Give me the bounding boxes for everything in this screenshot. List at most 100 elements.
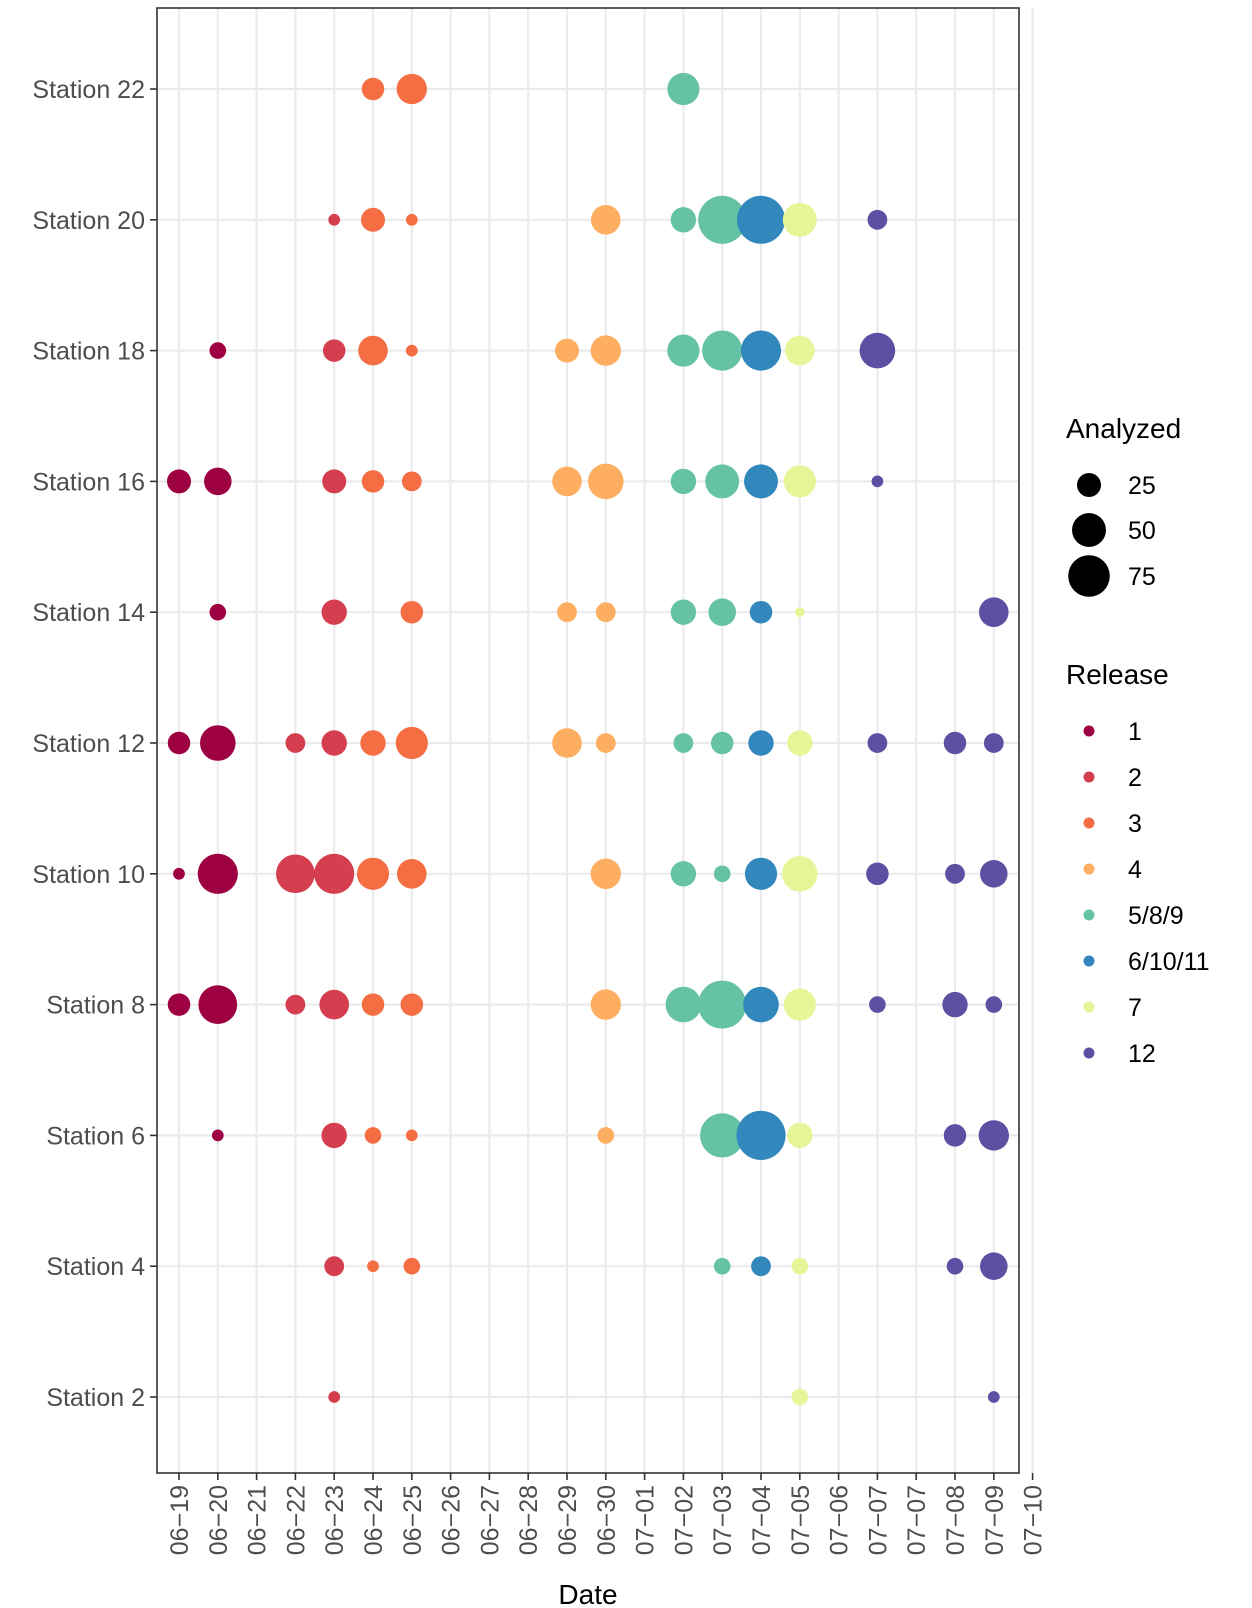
data-point	[209, 342, 227, 359]
size-legend-key	[1068, 555, 1110, 597]
y-tick-label: Station 2	[46, 1384, 145, 1412]
size-legend-label: 75	[1128, 563, 1156, 591]
data-point	[356, 857, 390, 890]
data-point	[405, 344, 418, 357]
data-point	[555, 338, 579, 363]
data-point	[405, 1129, 418, 1142]
release-legend-label: 7	[1128, 994, 1142, 1022]
x-tick-label: 07−01	[632, 1485, 660, 1555]
data-point	[859, 332, 896, 369]
data-point	[985, 996, 1003, 1013]
data-point	[698, 195, 747, 244]
data-point	[867, 733, 888, 753]
release-legend-key	[1083, 863, 1095, 875]
data-point	[395, 726, 428, 760]
release-legend-key	[1083, 725, 1095, 737]
data-point	[946, 1257, 964, 1275]
data-point	[945, 863, 965, 884]
x-tick-label: 06−29	[554, 1485, 582, 1555]
data-point	[744, 464, 778, 499]
data-point	[173, 867, 185, 880]
data-point	[667, 72, 700, 106]
size-legend-key	[1072, 513, 1106, 547]
x-tick-label: 06−28	[515, 1485, 543, 1555]
release-legend-label: 12	[1128, 1040, 1156, 1068]
data-point	[867, 209, 888, 230]
data-point	[361, 77, 385, 101]
data-point	[361, 207, 385, 232]
data-point	[167, 469, 191, 494]
data-point	[783, 988, 816, 1021]
x-tick-label: 07−10	[1020, 1485, 1048, 1555]
data-point	[401, 471, 422, 492]
data-point	[588, 463, 624, 500]
data-point	[167, 731, 191, 755]
data-point	[670, 207, 697, 233]
release-legend-label: 3	[1128, 810, 1142, 838]
points-layer	[167, 72, 1009, 1406]
data-point	[673, 733, 694, 753]
data-point	[403, 1257, 421, 1275]
size-legend-title: Analyzed	[1066, 413, 1181, 444]
release-legend-label: 5/8/9	[1128, 902, 1184, 930]
data-point	[670, 599, 697, 625]
data-point	[361, 470, 385, 493]
x-tick-label: 06−22	[282, 1485, 310, 1555]
data-point	[869, 996, 886, 1013]
data-point	[791, 1257, 809, 1275]
data-point	[314, 853, 355, 894]
data-point	[324, 1256, 345, 1277]
data-point	[321, 730, 347, 756]
x-tick-label: 06−23	[321, 1485, 349, 1555]
release-legend-key	[1083, 909, 1095, 921]
data-point	[557, 602, 577, 623]
data-point	[713, 865, 731, 883]
x-tick-label: 06−25	[399, 1485, 427, 1555]
y-tick-label: Station 18	[32, 338, 145, 366]
data-point	[209, 603, 227, 621]
data-point	[397, 859, 427, 889]
data-point	[751, 1256, 771, 1277]
color-legend-title: Release	[1066, 659, 1169, 690]
data-point	[736, 1110, 786, 1160]
release-legend-label: 6/10/11	[1128, 948, 1210, 976]
y-tick-label: Station 20	[32, 207, 145, 235]
data-point	[358, 335, 388, 366]
x-tick-label: 07−02	[670, 1485, 698, 1555]
x-tick-label: 06−20	[205, 1485, 233, 1555]
data-point	[708, 598, 736, 626]
data-point	[405, 213, 418, 226]
data-point	[198, 985, 238, 1024]
data-point	[400, 993, 424, 1016]
data-point	[979, 597, 1009, 627]
x-tick-label: 06−30	[593, 1485, 621, 1555]
x-tick-label: 07−03	[709, 1485, 737, 1555]
data-point	[667, 334, 700, 367]
x-tick-label: 07−09	[981, 1485, 1009, 1555]
release-legend-key	[1083, 1047, 1095, 1059]
y-tick-label: Station 12	[32, 730, 145, 758]
release-legend-label: 4	[1128, 856, 1142, 884]
y-axis: Station 2 Station 4 Station 6 Station 8 Stat…	[32, 76, 157, 1412]
x-tick-label: 06−19	[166, 1485, 194, 1555]
data-point	[710, 731, 734, 755]
release-legend-label: 1	[1128, 718, 1142, 746]
data-point	[702, 330, 743, 371]
data-point	[698, 980, 747, 1029]
data-point	[871, 475, 884, 488]
x-tick-label: 06−24	[360, 1485, 388, 1555]
data-point	[552, 728, 582, 758]
x-tick-label: 06−26	[438, 1485, 466, 1555]
data-point	[783, 465, 816, 498]
data-point	[670, 468, 697, 495]
y-tick-label: Station 6	[46, 1122, 145, 1150]
data-point	[749, 600, 773, 624]
y-tick-label: Station 10	[32, 861, 145, 889]
data-point	[364, 1127, 382, 1144]
data-point	[328, 1391, 341, 1403]
data-point	[980, 860, 1008, 888]
x-axis: 06−19 06−20 06−21 06−22 06−23 06−24 06−25 06−26…	[166, 1473, 1048, 1555]
data-point	[276, 854, 315, 894]
